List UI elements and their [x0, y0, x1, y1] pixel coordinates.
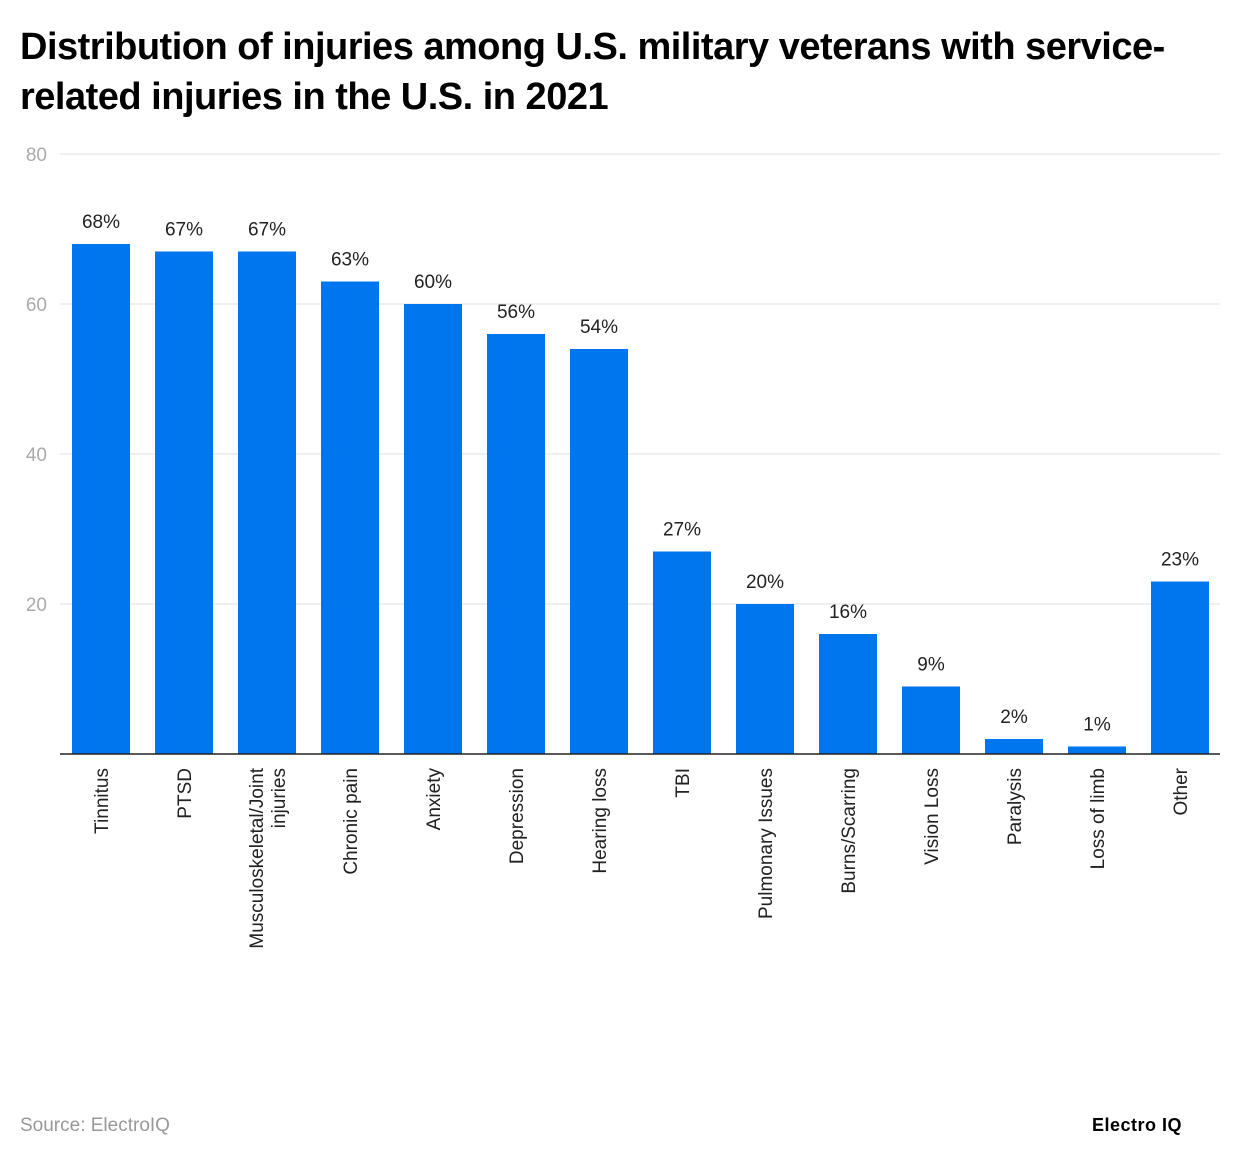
source-note: Source: ElectroIQ [20, 1115, 170, 1136]
data-label: 67% [165, 220, 203, 241]
bar [902, 686, 960, 754]
x-tick-label: Hearing loss [590, 768, 611, 874]
x-tick-label: Chronic pain [341, 768, 362, 875]
bar [570, 349, 628, 754]
x-tick-label: Vision Loss [922, 768, 943, 865]
bar [1068, 746, 1126, 754]
x-tick-label: Tinnitus [92, 768, 113, 834]
data-label: 2% [1000, 707, 1028, 728]
bar [736, 604, 794, 754]
data-label: 56% [497, 302, 535, 323]
data-label: 16% [829, 602, 867, 623]
bar [985, 739, 1043, 754]
data-label: 67% [248, 220, 286, 241]
y-tick-label: 20 [26, 595, 47, 616]
x-tick-label: Paralysis [1005, 768, 1026, 845]
x-tick-label: Burns/Scarring [839, 768, 860, 894]
chart-title: Distribution of injuries among U.S. mili… [20, 26, 1165, 118]
brand-logo: Electro IQ [1092, 1115, 1183, 1135]
bar [653, 551, 711, 754]
data-label: 1% [1083, 715, 1111, 736]
bar [321, 281, 379, 754]
data-label: 68% [82, 212, 120, 233]
x-tick-label: Musculoskeletal/Jointinjuries [247, 767, 290, 948]
x-tick-label: TBI [673, 768, 694, 798]
data-label: 20% [746, 572, 784, 593]
x-tick-label: PTSD [175, 768, 196, 819]
data-label: 27% [663, 520, 701, 541]
x-tick-label: Anxiety [424, 768, 445, 831]
data-label: 63% [331, 250, 369, 271]
y-tick-label: 40 [26, 445, 47, 466]
bar [819, 634, 877, 754]
bar-chart: 20 40 60 80 68% Tinnitus 67% PTSD 67% Musculoskel… [26, 145, 1220, 949]
data-label: 54% [580, 317, 618, 338]
bar [404, 304, 462, 754]
y-tick-label: 80 [26, 145, 47, 166]
x-tick-label: Pulmonary Issues [756, 768, 777, 919]
bar [72, 244, 130, 754]
x-tick-label: Other [1171, 767, 1192, 815]
x-tick-label: Loss of limb [1088, 768, 1109, 869]
bar [155, 251, 213, 754]
data-label: 60% [414, 272, 452, 293]
bar [487, 334, 545, 754]
y-tick-label: 60 [26, 295, 47, 316]
x-tick-label: Depression [507, 768, 528, 864]
data-label: 23% [1161, 550, 1199, 571]
data-label: 9% [917, 655, 945, 676]
bar [1151, 581, 1209, 754]
bar [238, 251, 296, 754]
